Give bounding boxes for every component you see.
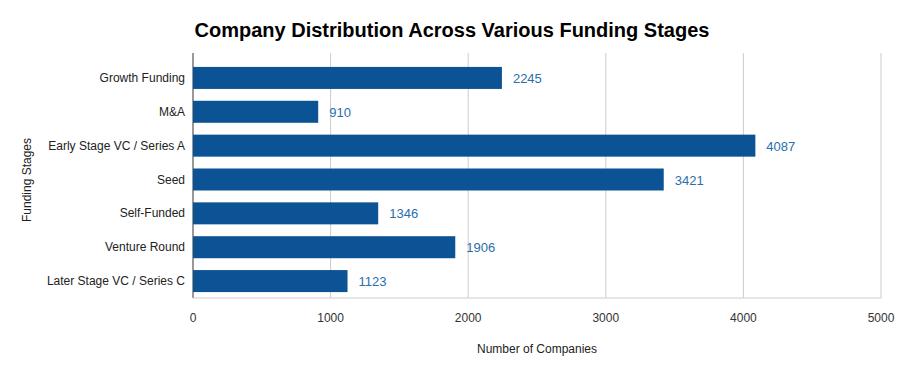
data-label: 910 [329,105,351,120]
bar [193,67,502,89]
tick-label: 1000 [317,311,344,325]
category-label: Later Stage VC / Series C [47,274,185,288]
bar [193,101,318,123]
bar [193,135,755,157]
bar [193,236,455,258]
tick-label: 0 [190,311,197,325]
tick-label: 5000 [868,311,895,325]
plot-frame [193,298,881,299]
y-axis-title: Funding Stages [20,138,34,222]
category-label: M&A [159,105,185,119]
data-label: 1123 [359,274,387,289]
x-axis-title: Number of Companies [477,342,597,356]
data-label: 4087 [766,139,795,154]
category-label: Seed [157,173,185,187]
category-label: Growth Funding [100,71,185,85]
bar [193,202,378,224]
chart: Company Distribution Across Various Fund… [0,0,900,374]
data-label: 1906 [466,240,495,255]
data-label: 1346 [389,206,418,221]
chart-title: Company Distribution Across Various Fund… [195,19,710,41]
data-label: 2245 [513,71,542,86]
tick-label: 4000 [730,311,757,325]
grid-line [743,53,744,298]
bar [193,270,348,292]
bar [193,168,664,190]
grid [193,53,881,298]
tick-label: 3000 [592,311,619,325]
data-label: 3421 [675,173,704,188]
bars [193,67,755,292]
category-label: Self-Funded [120,206,185,220]
category-label: Venture Round [105,240,185,254]
category-label: Early Stage VC / Series A [48,139,185,153]
tick-label: 2000 [455,311,482,325]
grid-line [881,53,882,298]
